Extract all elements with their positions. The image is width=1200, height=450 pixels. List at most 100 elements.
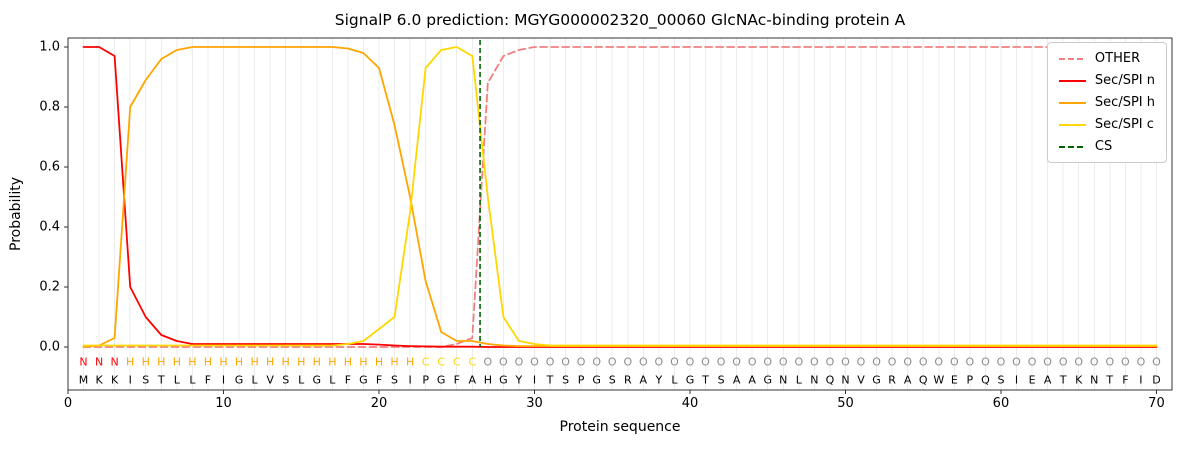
axes-frame <box>67 37 1173 391</box>
sequence-letter: A <box>1044 374 1052 387</box>
region-letter: N <box>79 356 87 369</box>
legend-sec-spi-h-line-swatch <box>1058 101 1086 104</box>
sequence-letter: L <box>329 374 336 387</box>
region-letter: O <box>1059 356 1068 369</box>
sequence-letter: S <box>997 374 1004 387</box>
region-letter: O <box>872 356 881 369</box>
sequence-letter: P <box>578 374 585 387</box>
sequence-letter: G <box>592 374 601 387</box>
y-tick-label: 0.6 <box>39 160 60 175</box>
sequence-letter: I <box>222 374 225 387</box>
region-letter: O <box>701 356 710 369</box>
region-letter: O <box>655 356 664 369</box>
region-letter: O <box>903 356 912 369</box>
sequence-letter: Q <box>919 374 928 387</box>
legend-label-cs: CS <box>1094 139 1113 154</box>
sequence-letter: I <box>129 374 132 387</box>
legend-sec-spi-c-line-swatch <box>1058 123 1086 126</box>
region-letter: O <box>966 356 975 369</box>
region-letter: H <box>157 356 165 369</box>
region-letter: O <box>748 356 757 369</box>
region-letter: O <box>515 356 524 369</box>
region-letter: O <box>763 356 772 369</box>
sequence-letter: P <box>422 374 429 387</box>
sequence-letter: G <box>437 374 446 387</box>
region-letter: O <box>919 356 928 369</box>
sequence-letter: F <box>454 374 460 387</box>
region-letter: O <box>592 356 601 369</box>
sequence-letter: A <box>640 374 648 387</box>
sequence-letter: A <box>733 374 741 387</box>
region-letter: H <box>390 356 398 369</box>
region-letter: O <box>499 356 508 369</box>
series-line-sec-spi-h <box>82 46 1158 348</box>
sequence-letter: G <box>499 374 508 387</box>
sequence-letter: S <box>562 374 569 387</box>
sequence-letter: A <box>469 374 477 387</box>
legend-label-sec-spi-h: Sec/SPI h <box>1094 95 1155 110</box>
region-letter: O <box>577 356 586 369</box>
sequence-letter: G <box>359 374 368 387</box>
region-letter: O <box>561 356 570 369</box>
region-letter: N <box>111 356 119 369</box>
sequence-letter: T <box>157 374 165 387</box>
legend-sec-spi-n-line-swatch <box>1058 79 1086 82</box>
region-letter: O <box>1105 356 1114 369</box>
region-letter: O <box>639 356 648 369</box>
sequence-letter: H <box>484 374 492 387</box>
region-letter: C <box>453 356 461 369</box>
legend-item-sec-spi-h: Sec/SPI h <box>1058 95 1155 110</box>
sequence-letter: T <box>546 374 554 387</box>
region-letter: O <box>1121 356 1130 369</box>
sequence-letter: F <box>345 374 351 387</box>
region-letter: O <box>841 356 850 369</box>
legend-item-sec-spi-n: Sec/SPI n <box>1058 73 1155 88</box>
region-letter: N <box>95 356 103 369</box>
sequence-letter: V <box>266 374 274 387</box>
sequence-letter: A <box>748 374 756 387</box>
region-letter: O <box>779 356 788 369</box>
region-letter: H <box>282 356 290 369</box>
y-tick-label: 0.4 <box>39 220 60 235</box>
region-letter: H <box>359 356 367 369</box>
sequence-letter: S <box>391 374 398 387</box>
series-line-sec-spi-c <box>82 46 1158 347</box>
legend-item-sec-spi-c: Sec/SPI c <box>1058 117 1155 132</box>
sequence-letter: L <box>189 374 196 387</box>
region-letter: O <box>608 356 617 369</box>
region-letter: O <box>1074 356 1083 369</box>
sequence-letter: I <box>533 374 536 387</box>
sequence-letter: N <box>810 374 818 387</box>
x-tick-label: 10 <box>215 396 232 411</box>
sequence-letter: S <box>142 374 149 387</box>
sequence-letter: G <box>235 374 244 387</box>
region-letter: H <box>173 356 181 369</box>
sequence-letter: T <box>701 374 709 387</box>
sequence-letter: E <box>951 374 958 387</box>
legend-label-other: OTHER <box>1094 51 1141 66</box>
region-letter: O <box>530 356 539 369</box>
region-letter: O <box>857 356 866 369</box>
region-letter: H <box>297 356 305 369</box>
x-tick-label: 70 <box>1148 396 1165 411</box>
sequence-letter: T <box>1059 374 1067 387</box>
sequence-letter: F <box>205 374 211 387</box>
sequence-letter: G <box>313 374 322 387</box>
legend-label-sec-spi-n: Sec/SPI n <box>1094 73 1155 88</box>
region-letter: O <box>623 356 632 369</box>
x-axis-label: Protein sequence <box>559 419 681 435</box>
legend-other-line-swatch <box>1058 57 1086 60</box>
region-letter: H <box>142 356 150 369</box>
sequence-letter: K <box>1075 374 1083 387</box>
x-tick-label: 20 <box>371 396 388 411</box>
chart-title: SignalP 6.0 prediction: MGYG000002320_00… <box>334 11 906 29</box>
sequence-letter: Q <box>826 374 835 387</box>
sequence-letter: L <box>298 374 305 387</box>
region-letter: O <box>670 356 679 369</box>
region-letter: H <box>126 356 134 369</box>
region-letter: O <box>1137 356 1146 369</box>
series-line-other <box>82 46 1158 348</box>
region-letter: O <box>950 356 959 369</box>
